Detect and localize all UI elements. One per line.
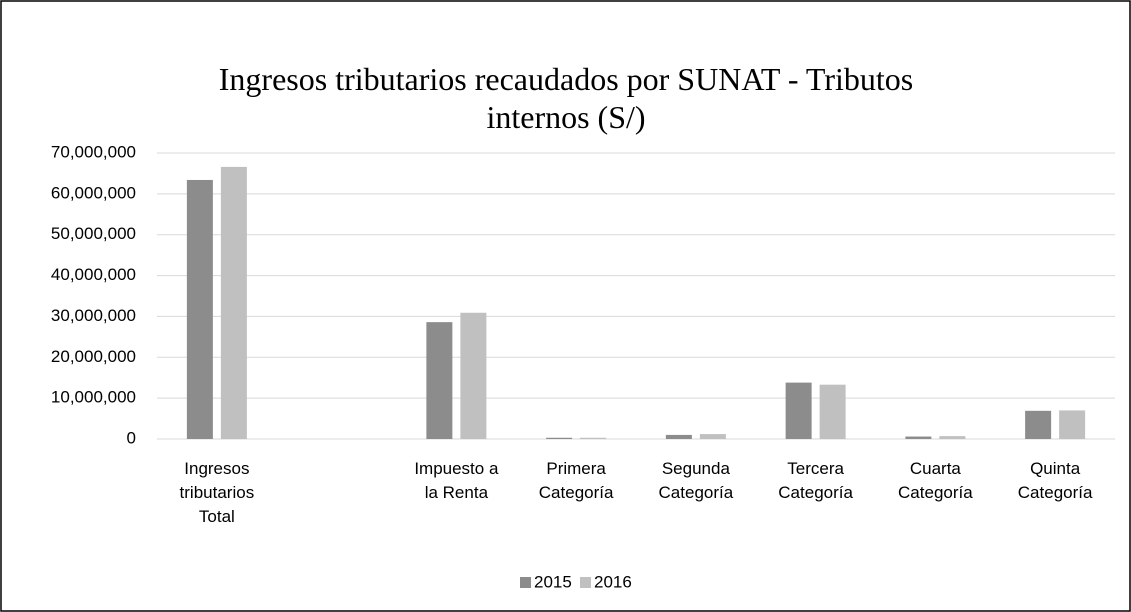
legend: 2015 2016 — [520, 572, 632, 591]
legend-label: 2015 — [534, 572, 572, 591]
bar — [785, 382, 812, 439]
y-tick-label: 10,000,000 — [51, 388, 136, 407]
y-tick-label: 20,000,000 — [51, 347, 136, 366]
bar — [819, 384, 846, 439]
chart-title: Ingresos tributarios recaudados por SUNA… — [219, 61, 913, 135]
bar — [580, 437, 607, 439]
y-tick-label: 40,000,000 — [51, 265, 136, 284]
bar — [546, 437, 573, 439]
legend-label: 2016 — [594, 572, 632, 591]
x-tick-label: Impuesto a la Renta — [414, 459, 499, 502]
x-tick-label: Tercera Categoría — [778, 459, 853, 502]
y-tick-label: 0 — [127, 428, 136, 447]
y-tick-label: 30,000,000 — [51, 306, 136, 325]
bar — [665, 434, 692, 439]
bar — [426, 322, 453, 439]
bar — [699, 434, 726, 439]
y-tick-label: 60,000,000 — [51, 183, 136, 202]
bar — [905, 436, 932, 439]
y-tick-label: 70,000,000 — [51, 142, 136, 161]
x-tick-label: Ingresos tributarios Total — [180, 459, 255, 526]
bar — [939, 436, 966, 439]
y-tick-label: 50,000,000 — [51, 224, 136, 243]
bar — [1059, 410, 1086, 439]
bar — [186, 179, 213, 440]
x-tick-label: Primera Categoría — [539, 459, 614, 502]
bar — [220, 166, 247, 440]
bar — [1025, 410, 1052, 439]
bar — [460, 312, 487, 439]
x-tick-label: Segunda Categoría — [659, 459, 734, 502]
legend-swatch — [520, 577, 531, 588]
x-tick-label: Quinta Categoría — [1018, 459, 1093, 502]
legend-swatch — [580, 577, 591, 588]
x-tick-label: Cuarta Categoría — [898, 459, 973, 502]
